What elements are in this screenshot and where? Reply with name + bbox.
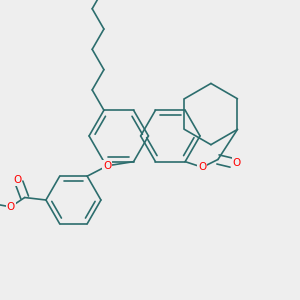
Text: O: O	[14, 175, 22, 185]
Text: O: O	[232, 158, 241, 168]
Text: O: O	[7, 202, 15, 212]
Text: O: O	[198, 162, 206, 172]
Text: O: O	[103, 161, 111, 171]
